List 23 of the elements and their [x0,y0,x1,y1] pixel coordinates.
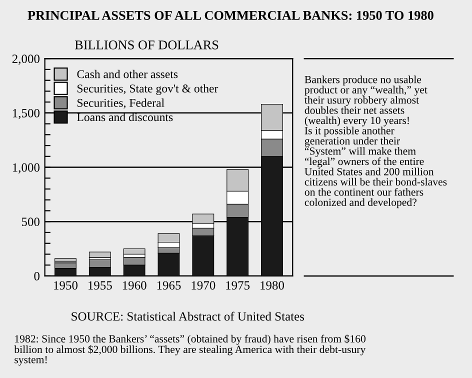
y-axis-title: BILLIONS OF DOLLARS [74,40,218,50]
x-tick-label: 1950 [54,281,78,290]
y-tick-label: 500 [22,218,40,226]
x-tick-label: 1965 [157,281,181,290]
x-tick-label: 1960 [122,281,146,290]
chart-title: PRINCIPAL ASSETS OF ALL COMMERCIAL BANKS: 1950 TO 1980 [28,10,434,20]
legend-label: Securities, Federal [78,98,164,109]
legend-label: Securities, State gov't & other [78,84,218,95]
y-tick-label: 0 [34,272,40,280]
x-tick-label: 1975 [226,281,250,290]
y-tick-label: 2,000 [12,54,40,65]
text: Bankers produce no usable product or any “wealth,” yet their usury robbery almost doubles their net assets (wealth) every 10 years! Is it possible another generation under their “System” will make them “legal” owners of the entire United States and 200 million citizens will be their bond-slaves on the continent our fathers colonized and developed? [304,76,447,208]
y-tick-label: 1,500 [12,108,40,120]
y-tick-label: 1,000 [12,163,40,174]
bar [88,252,111,258]
text: 1982: Since 1950 the Bankers’ “assets” (obtained by fraud) have risen from $160 billion to almost $2,000 billions. They are stealing America with their debt-usury system! [14,334,366,366]
bar [123,248,146,254]
x-tick-label: 1970 [192,281,216,290]
x-tick-label: 1955 [88,281,112,290]
legend-label: Loans and discounts [77,112,173,122]
legend-label: Cash and other assets [77,70,178,78]
x-tick-label: 1980 [260,281,284,290]
source-note: SOURCE: Statistical Abstract of United States [72,312,304,321]
